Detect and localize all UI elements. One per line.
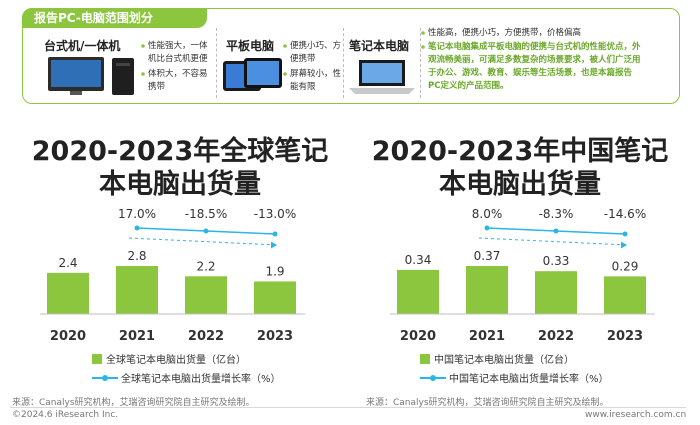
trend-arrow-head	[621, 241, 627, 249]
legend-label: 全球笔记本电脑出货量（亿台）	[106, 355, 246, 366]
chart-global: 17.0% -18.5% -13.0% 2.4 2020 2.8 2021 2.2 2022 1.…	[40, 207, 305, 344]
trend-arrow-line	[478, 237, 628, 246]
desktop-bullet: 性能强大，一体机比台式机更便	[148, 41, 208, 64]
chart-title-global: 2020-2023年全球笔记本电脑出货量	[31, 136, 329, 200]
category-label: 2022	[538, 329, 574, 344]
copyright: ©2024.6 iResearch Inc.	[12, 410, 119, 420]
bar-value-label: 2.8	[127, 249, 146, 263]
bar	[397, 269, 439, 314]
growth-line-segment	[486, 227, 557, 232]
growth-point	[484, 225, 490, 231]
growth-label: -13.0%	[254, 207, 296, 221]
bullet-dot	[421, 31, 425, 35]
growth-label: -8.3%	[539, 207, 574, 221]
legend-label: 中国笔记本电脑出货量增长率（%）	[449, 374, 609, 385]
legend-swatch-line	[92, 374, 118, 381]
website-link[interactable]: www.iresearch.com.cn	[585, 410, 687, 420]
category-label: 2023	[607, 329, 643, 344]
source-note-left: 来源：Canalys研究机构，艾瑞咨询研究院自主研究及绘制。	[12, 398, 255, 408]
trend-arrow-line	[128, 237, 278, 246]
footer-divider	[10, 407, 686, 408]
bar	[254, 281, 296, 314]
scope-note: 笔记本电脑集成平板电脑的便携与台式机的性能优点，外观流畅美丽，可满足多数复杂的场…	[428, 42, 641, 91]
category-label: 2021	[469, 329, 505, 344]
growth-line-segment	[555, 230, 626, 235]
growth-point	[203, 228, 209, 234]
growth-point	[553, 228, 559, 234]
legend-item-bars: 全球笔记本电脑出货量（亿台）	[92, 351, 281, 366]
bar-value-label: 0.33	[543, 254, 570, 268]
growth-point	[272, 231, 278, 237]
growth-line-segment	[136, 227, 207, 232]
desktop-bullet: 体积大，不容易携带	[148, 69, 208, 92]
legend-swatch-line	[420, 374, 446, 381]
bar	[116, 266, 158, 314]
bar-value-label: 0.29	[612, 259, 639, 273]
tablet-title: 平板电脑	[226, 39, 275, 53]
category-label: 2020	[400, 329, 436, 344]
bullet-dot	[141, 72, 145, 76]
source-note-right: 来源：Canalys研究机构，艾瑞咨询研究院自主研究及绘制。	[366, 398, 609, 408]
legend-swatch-bar	[420, 353, 430, 364]
trend-arrow-head	[271, 241, 277, 249]
bullet-dot	[283, 44, 287, 48]
bar-value-label: 0.34	[405, 253, 432, 267]
bar-value-label: 1.9	[265, 264, 284, 278]
legend-global: 全球笔记本电脑出货量（亿台） 全球笔记本电脑出货量增长率（%）	[92, 351, 281, 385]
bar-value-label: 2.4	[58, 256, 77, 270]
chart-title-china: 2020-2023年中国笔记本电脑出货量	[371, 136, 669, 200]
bullet-dot	[141, 44, 145, 48]
growth-point	[622, 231, 628, 237]
growth-line-segment	[205, 230, 276, 235]
desktop-computer-icon	[48, 57, 134, 95]
device-divider	[420, 28, 421, 98]
device-divider	[343, 28, 344, 98]
bar	[185, 276, 227, 314]
growth-label: 17.0%	[118, 207, 156, 221]
chart-china: 8.0% -8.3% -14.6% 0.34 2020 0.37 2021 0.33 2022 0…	[390, 207, 655, 344]
bullet-dots	[141, 31, 425, 76]
laptop-bullet: 性能高，便携小巧，方便携带，价格偏高	[428, 28, 582, 38]
category-label: 2022	[188, 329, 224, 344]
growth-label: 8.0%	[472, 207, 503, 221]
legend-label: 中国笔记本电脑出货量（亿台）	[434, 355, 574, 366]
bar-value-label: 0.37	[474, 249, 501, 263]
device-divider	[216, 28, 217, 98]
category-label: 2021	[119, 329, 155, 344]
bar	[466, 266, 508, 314]
growth-label: -18.5%	[185, 207, 227, 221]
legend-item-bars: 中国笔记本电脑出货量（亿台）	[420, 351, 609, 366]
bullet-dot	[283, 72, 287, 76]
legend-item-line: 全球笔记本电脑出货量增长率（%）	[92, 370, 281, 385]
legend-label: 全球笔记本电脑出货量增长率（%）	[121, 374, 281, 385]
tablet-bullet: 屏幕较小，性能有限	[290, 69, 342, 92]
bar	[47, 272, 89, 314]
laptop-title: 笔记本电脑	[349, 39, 410, 53]
tablet-bullet: 便携小巧、方便携带	[290, 41, 342, 64]
category-label: 2023	[257, 329, 293, 344]
category-label: 2020	[50, 329, 86, 344]
laptop-icon	[349, 60, 415, 94]
bar	[604, 276, 646, 314]
legend-china: 中国笔记本电脑出货量（亿台） 中国笔记本电脑出货量增长率（%）	[420, 351, 609, 385]
growth-label: -14.6%	[604, 207, 646, 221]
tablet-icon	[223, 58, 282, 91]
bar	[535, 271, 577, 314]
growth-point	[134, 225, 140, 231]
legend-swatch-bar	[92, 353, 102, 364]
pc-scope-tab: 报告PC-电脑范围划分	[22, 8, 207, 28]
bullet-dot	[421, 45, 425, 49]
legend-item-line: 中国笔记本电脑出货量增长率（%）	[420, 370, 609, 385]
desktop-title: 台式机/一体机	[44, 39, 121, 53]
bar-value-label: 2.2	[196, 259, 215, 273]
